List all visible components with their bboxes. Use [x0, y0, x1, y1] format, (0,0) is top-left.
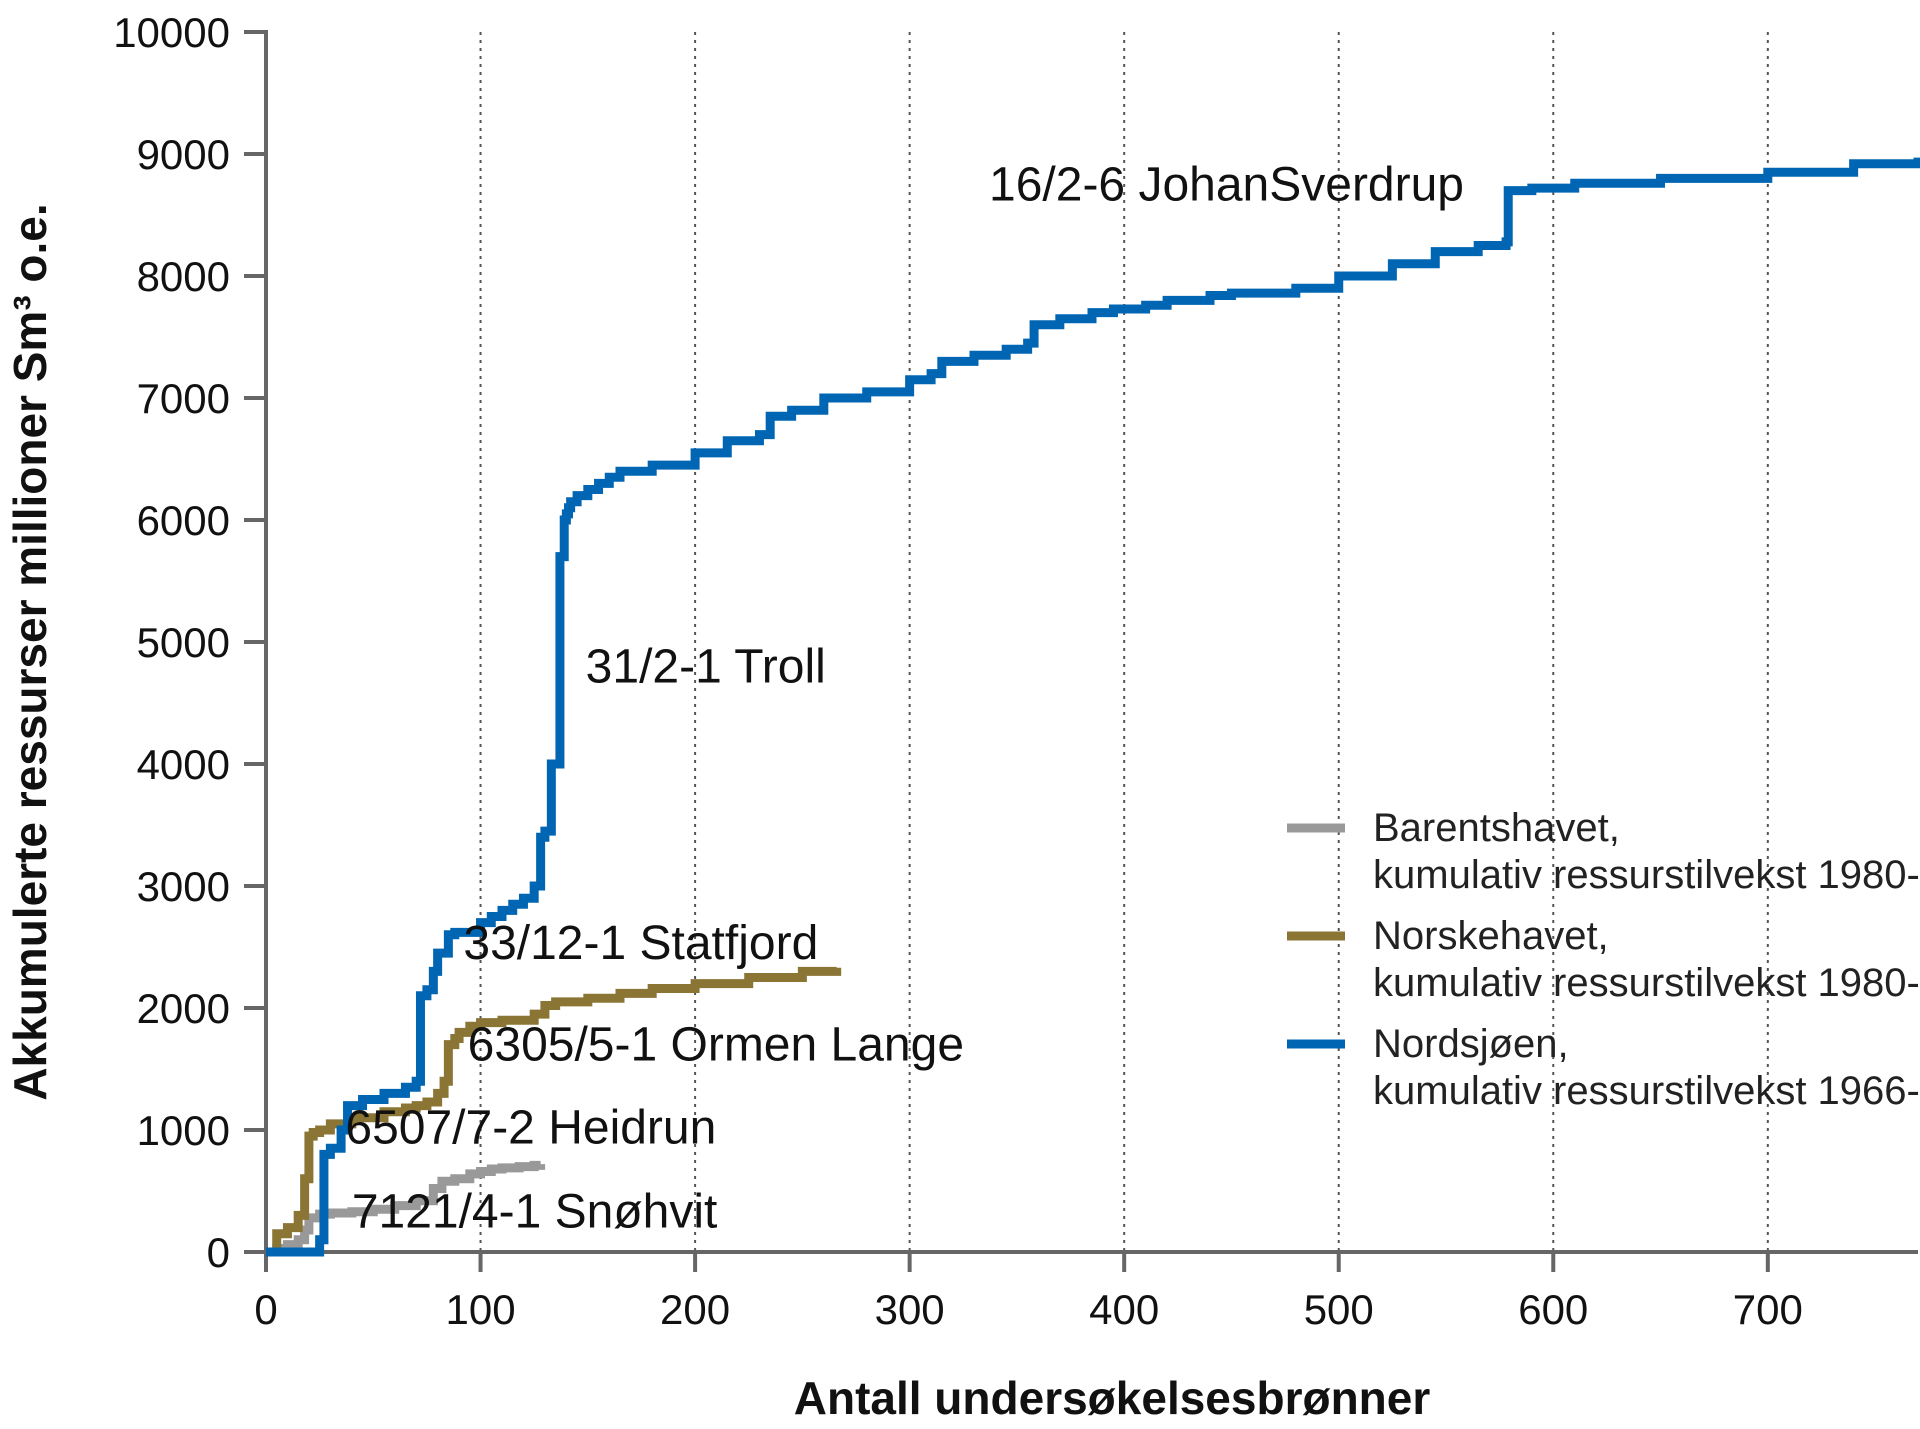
annotation-label: 31/2-1 Troll	[586, 640, 826, 693]
x-tick-label: 300	[875, 1286, 945, 1333]
y-tick-label: 2000	[137, 985, 230, 1032]
y-axis-title: Akkumulerte ressurser millioner Sm³ o.e.	[4, 203, 56, 1100]
annotation-label: 16/2-6 JohanSverdrup	[989, 158, 1464, 211]
y-tick-label: 3000	[137, 863, 230, 910]
annotation-label: 33/12-1 Statfjord	[463, 917, 818, 970]
y-tick-label: 8000	[137, 253, 230, 300]
annotation-label: 7121/4-1 Snøhvit	[352, 1186, 718, 1239]
series-line-3	[266, 157, 1920, 1257]
y-tick-label: 0	[207, 1229, 230, 1276]
x-tick-label: 100	[446, 1286, 516, 1333]
y-tick-label: 6000	[137, 497, 230, 544]
axes: 0100020003000400050006000700080009000100…	[113, 9, 1918, 1333]
series-layer	[266, 157, 1920, 1257]
legend-entry: Norskehavet, kumulativ ressurstilvekst 19…	[1373, 914, 1920, 1005]
series-line-2	[266, 966, 842, 1257]
annotation-label: 6507/7-2 Heidrun	[345, 1101, 716, 1154]
gridlines	[479, 32, 1769, 1252]
y-tick-label: 10000	[113, 9, 230, 56]
legend-entry: Nordsjøen, kumulativ ressurstilvekst 1966…	[1373, 1022, 1920, 1113]
x-tick-label: 400	[1089, 1286, 1159, 1333]
legend: Barentshavet, kumulativ ressurstilvekst 1…	[1287, 806, 1920, 1113]
y-tick-label: 4000	[137, 741, 230, 788]
annotation-label: 6305/5-1 Ormen Lange	[468, 1018, 964, 1071]
legend-entry: Barentshavet, kumulativ ressurstilvekst 1…	[1373, 806, 1920, 897]
y-tick-label: 1000	[137, 1107, 230, 1154]
x-tick-label: 500	[1304, 1286, 1374, 1333]
x-tick-label: 700	[1733, 1286, 1803, 1333]
y-tick-label: 5000	[137, 619, 230, 666]
x-tick-label: 200	[660, 1286, 730, 1333]
series-line-1	[266, 1160, 546, 1257]
x-axis-title: Antall undersøkelsesbrønner	[794, 1372, 1431, 1424]
annotations: 16/2-6 JohanSverdrup 31/2-1 Troll 33/12-1 …	[345, 158, 1464, 1238]
x-tick-label: 0	[254, 1286, 277, 1333]
y-tick-label: 9000	[137, 131, 230, 178]
y-tick-label: 7000	[137, 375, 230, 422]
x-tick-label: 600	[1518, 1286, 1588, 1333]
